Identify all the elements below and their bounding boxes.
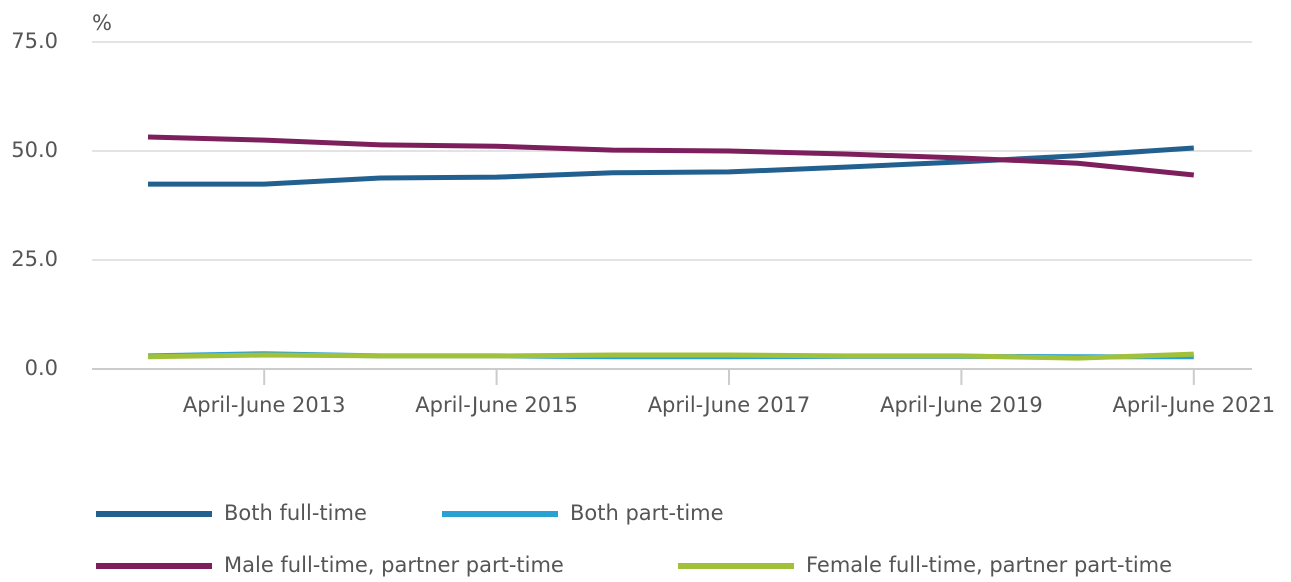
x-tick-label: April-June 2019	[880, 393, 1043, 417]
y-axis-label: %	[92, 11, 112, 35]
legend-label: Female full-time, partner part-time	[806, 553, 1172, 577]
y-tick-label: 50.0	[11, 138, 58, 162]
legend-label: Both full-time	[224, 501, 367, 525]
x-tick-label: April-June 2015	[415, 393, 578, 417]
y-tick-label: 25.0	[11, 247, 58, 271]
x-tick-label: April-June 2021	[1112, 393, 1275, 417]
x-tick-label: April-June 2017	[648, 393, 811, 417]
series-line	[148, 145, 1194, 187]
x-tick-label: April-June 2013	[183, 393, 346, 417]
y-tick-label: 0.0	[25, 356, 58, 380]
y-tick-label: 75.0	[11, 29, 58, 53]
legend-label: Both part-time	[570, 501, 724, 525]
series-line	[147, 351, 1194, 361]
series-line	[147, 134, 1195, 178]
legend-label: Male full-time, partner part-time	[224, 553, 564, 577]
